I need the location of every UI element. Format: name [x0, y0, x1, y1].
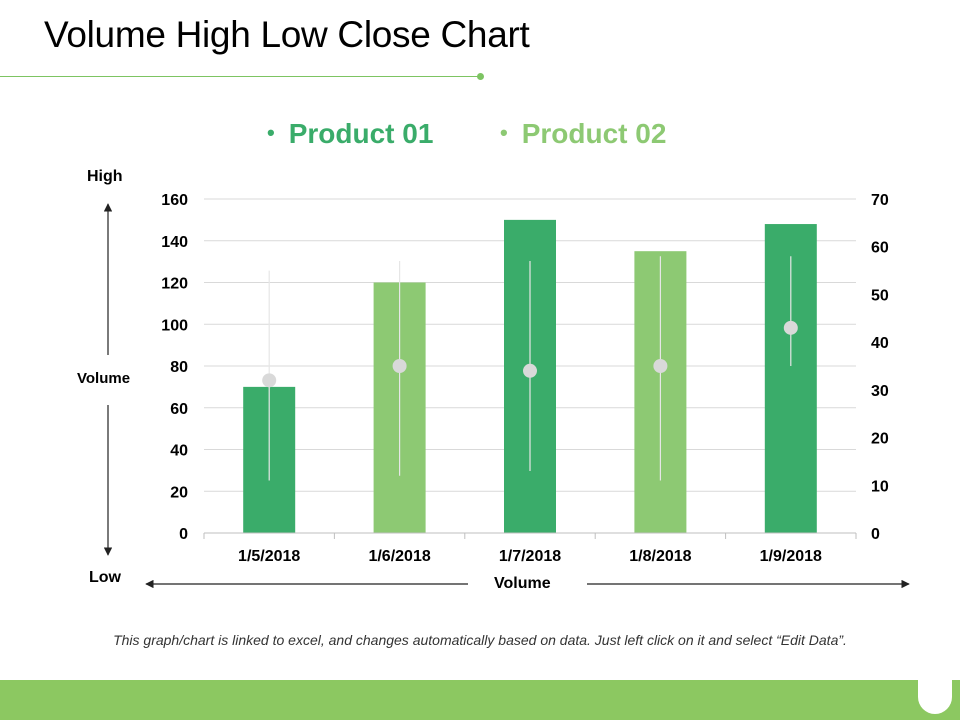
close-marker [262, 373, 277, 388]
y-left-tick-label: 80 [170, 359, 188, 376]
footer-tab [918, 680, 952, 714]
y-left-tick-label: 120 [161, 276, 188, 293]
legend-bullet-product-02: • [500, 120, 508, 145]
x-tick-label: 1/9/2018 [760, 548, 822, 565]
close-marker [523, 363, 537, 378]
y-right-tick-label: 10 [871, 478, 889, 495]
volume-left-label: Volume [77, 370, 131, 387]
y-left-tick-label: 40 [170, 443, 188, 460]
x-tick-label: 1/6/2018 [368, 548, 430, 565]
page-title: Volume High Low Close Chart [44, 14, 530, 55]
y-left-tick-label: 140 [161, 234, 188, 251]
volume-bottom-label: Volume [494, 575, 551, 592]
close-marker [392, 359, 407, 373]
y-left-tick-label: 160 [161, 192, 188, 209]
title-underline-dot [477, 73, 484, 80]
close-marker [653, 359, 668, 373]
footer-bar [0, 680, 960, 720]
y-right-tick-label: 70 [871, 192, 889, 209]
y-right-tick-label: 0 [871, 526, 880, 543]
y-left-tick-label: 20 [170, 484, 188, 501]
y-right-tick-label: 40 [871, 335, 889, 352]
y-right-tick-label: 30 [871, 383, 889, 400]
close-marker [783, 320, 798, 335]
title-underline [0, 76, 481, 77]
y-left-tick-label: 60 [170, 401, 188, 418]
legend-product-02: • Product 02 [500, 118, 666, 150]
x-tick-label: 1/5/2018 [238, 548, 300, 565]
y-right-tick-label: 20 [871, 431, 889, 448]
legend-product-01: • Product 01 [267, 118, 433, 150]
y-left-tick-label: 0 [179, 526, 188, 543]
legend-bullet-product-01: • [267, 120, 275, 145]
legend-label-product-02: Product 02 [521, 118, 667, 149]
x-tick-label: 1/7/2018 [499, 548, 561, 565]
low-label: Low [89, 569, 121, 586]
x-tick-label: 1/8/2018 [629, 548, 691, 565]
y-right-tick-label: 50 [871, 287, 889, 304]
legend-label-product-01: Product 01 [288, 118, 434, 149]
y-left-tick-label: 100 [161, 317, 188, 334]
y-right-tick-label: 60 [871, 240, 889, 257]
high-label: High [87, 168, 123, 185]
footer-note: This graph/chart is linked to excel, and… [113, 632, 847, 648]
